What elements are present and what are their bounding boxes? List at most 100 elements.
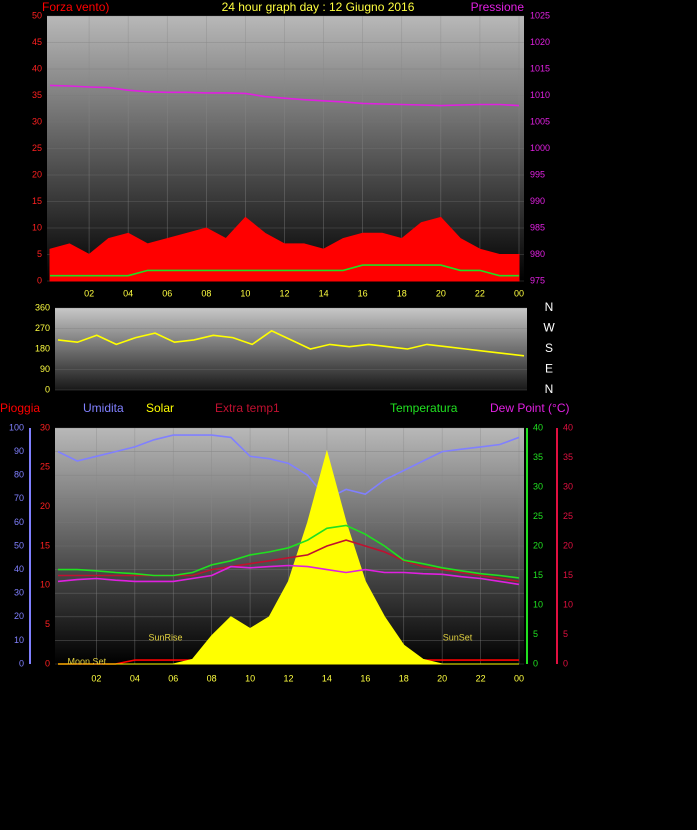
y3-tick-label: 0 — [45, 658, 50, 668]
y-tick-label: 90 — [40, 364, 50, 374]
y-tick-label: 0 — [45, 384, 50, 394]
area — [58, 449, 519, 665]
y4-tick-label: 35 — [563, 452, 573, 462]
y3-tick-label: 10 — [40, 580, 50, 590]
y-tick-label: 30 — [14, 588, 24, 598]
y4-tick-label: 40 — [563, 422, 573, 432]
y2-tick-label: W — [543, 321, 555, 335]
x-tick-label: 22 — [476, 673, 486, 683]
line — [49, 84, 520, 107]
y2-tick-label: 25 — [533, 511, 543, 521]
y2-tick-label: 20 — [533, 540, 543, 550]
y4-tick-label: 30 — [563, 481, 573, 491]
y-tick-label: 10 — [14, 635, 24, 645]
x-tick-label: 22 — [475, 288, 485, 298]
y-tick-label: 35 — [32, 90, 42, 100]
y3-tick-label: 25 — [40, 462, 50, 472]
x-tick-label: 04 — [123, 288, 133, 298]
legend-entry: Dew Point (°C) — [490, 401, 569, 415]
x-tick-label: 12 — [283, 673, 293, 683]
y-tick-label: 180 — [35, 343, 50, 353]
line — [57, 434, 520, 500]
x-tick-label: 00 — [514, 673, 524, 683]
x-tick-label: 04 — [130, 673, 140, 683]
y-tick-label: 20 — [14, 611, 24, 621]
x-tick-label: 10 — [240, 288, 250, 298]
x-tick-label: 16 — [358, 288, 368, 298]
x-tick-label: 00 — [514, 288, 524, 298]
line — [58, 539, 520, 583]
x-tick-label: 18 — [399, 673, 409, 683]
y-tick-label: 20 — [32, 169, 42, 179]
annotation: SunSet — [443, 632, 473, 642]
x-tick-label: 18 — [397, 288, 407, 298]
x-tick-label: 08 — [201, 288, 211, 298]
x-tick-label: 12 — [279, 288, 289, 298]
y-tick-label: 5 — [37, 249, 42, 259]
x-tick-label: 02 — [84, 288, 94, 298]
y-tick-label: 90 — [14, 446, 24, 456]
y-tick-label: 60 — [14, 517, 24, 527]
y-tick-label: 25 — [32, 143, 42, 153]
y-tick-label: 15 — [32, 196, 42, 206]
legend-entry: Pioggia — [0, 401, 40, 415]
y2-tick-label: 1015 — [530, 63, 550, 73]
x-tick-label: 06 — [168, 673, 178, 683]
y2-tick-label: 980 — [530, 249, 545, 259]
x-tick-label: 10 — [245, 673, 255, 683]
y4-tick-label: 0 — [563, 658, 568, 668]
y2-tick-label: E — [545, 362, 553, 376]
y-tick-label: 80 — [14, 470, 24, 480]
line — [50, 264, 519, 277]
annotation: Moon Set — [68, 656, 107, 666]
line — [57, 329, 525, 357]
y2-tick-label: 40 — [533, 422, 543, 432]
y2-tick-label: 995 — [530, 169, 545, 179]
y-tick-label: 45 — [32, 37, 42, 47]
y2-tick-label: 5 — [533, 629, 538, 639]
y-tick-label: 270 — [35, 323, 50, 333]
y3-tick-label: 30 — [40, 422, 50, 432]
y3-tick-label: 20 — [40, 501, 50, 511]
y2-tick-label: N — [545, 300, 554, 314]
y-tick-label: 40 — [14, 564, 24, 574]
y-tick-label: 40 — [32, 63, 42, 73]
y2-tick-label: 975 — [530, 275, 545, 285]
x-tick-label: 14 — [319, 288, 329, 298]
y4-tick-label: 15 — [563, 570, 573, 580]
y-tick-label: 50 — [32, 10, 42, 20]
y2-tick-label: 15 — [533, 570, 543, 580]
y2-tick-label: 1025 — [530, 10, 550, 20]
legend-entry: Solar — [146, 401, 174, 415]
legend-entry: Temperatura — [390, 401, 458, 415]
y2-tick-label: S — [545, 341, 553, 355]
y2-tick-label: 10 — [533, 599, 543, 609]
y4-tick-label: 5 — [563, 629, 568, 639]
legend-entry: Extra temp1 — [215, 401, 280, 415]
y2-tick-label: N — [545, 382, 554, 396]
y2-tick-label: 1005 — [530, 116, 550, 126]
y2-tick-label: 30 — [533, 481, 543, 491]
x-tick-label: 02 — [91, 673, 101, 683]
y-tick-label: 0 — [19, 658, 24, 668]
legend-entry: Forza vento) — [42, 0, 109, 14]
y2-tick-label: 1020 — [530, 37, 550, 47]
y3-tick-label: 5 — [45, 619, 50, 629]
x-tick-label: 16 — [360, 673, 370, 683]
y4-tick-label: 20 — [563, 540, 573, 550]
x-tick-label: 14 — [322, 673, 332, 683]
y2-tick-label: 1010 — [530, 90, 550, 100]
legend-entry: Umidita — [83, 401, 124, 415]
annotation: SunRise — [149, 632, 183, 642]
y4-tick-label: 10 — [563, 599, 573, 609]
chart-title: 24 hour graph day : 12 Giugno 2016 — [222, 0, 415, 14]
y2-tick-label: 0 — [533, 658, 538, 668]
y-tick-label: 0 — [37, 275, 42, 285]
x-tick-label: 20 — [436, 288, 446, 298]
y-tick-label: 50 — [14, 540, 24, 550]
x-tick-label: 08 — [207, 673, 217, 683]
y-tick-label: 360 — [35, 302, 50, 312]
line — [58, 524, 520, 579]
y2-tick-label: 35 — [533, 452, 543, 462]
